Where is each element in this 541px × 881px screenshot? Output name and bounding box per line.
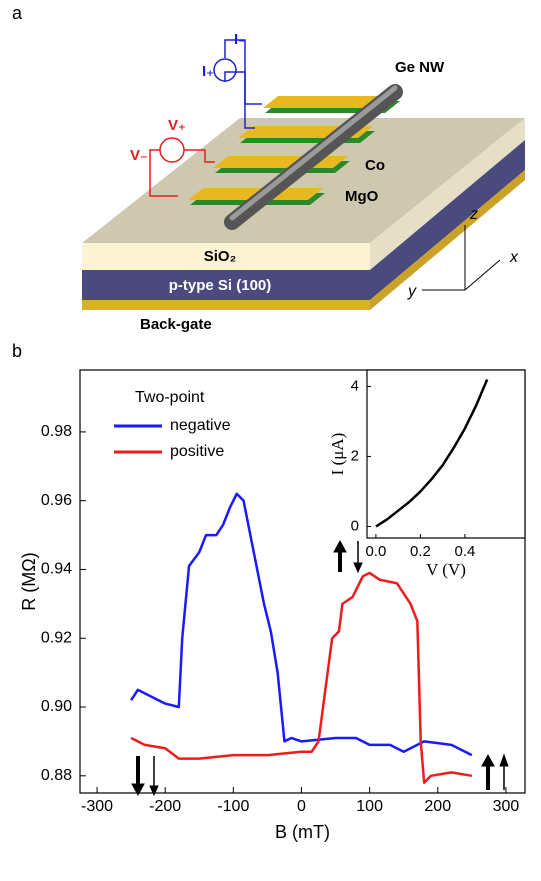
y-tick-label: 2	[351, 447, 359, 464]
x-tick-label: -300	[81, 798, 113, 815]
legend-label: positive	[170, 443, 224, 460]
y-tick-label: 4	[351, 377, 359, 394]
inset-background	[367, 370, 525, 538]
gate-front	[82, 300, 370, 310]
y-tick-label: 0.92	[41, 629, 72, 646]
y-tick-label: 0	[351, 517, 359, 534]
axis-name: y	[407, 283, 417, 300]
y-axis-label: I (μA)	[328, 433, 347, 476]
label: I₊	[202, 63, 214, 80]
y-tick-label: 0.90	[41, 698, 72, 715]
axis-name: x	[509, 249, 519, 266]
plots: -300 -200 -100 0 100 200 300 0.88 0.90 0.92 0.94 0.…	[19, 370, 525, 842]
legend-title: Two-point	[135, 389, 205, 406]
label: p-type Si (100)	[169, 277, 272, 294]
x-tick-label: 0.2	[410, 543, 431, 560]
y-axis-label: R (MΩ)	[19, 552, 39, 610]
x-tick-label: 200	[424, 798, 451, 815]
label: Co	[365, 157, 385, 174]
panel-letter: b	[12, 341, 22, 361]
x-tick-label: 100	[356, 798, 383, 815]
x-axis-label: B (mT)	[275, 822, 330, 842]
x-tick-label: 0	[297, 798, 306, 815]
device-diagram	[82, 40, 525, 310]
y-tick-label: 0.96	[41, 492, 72, 509]
x-tick-label: -100	[217, 798, 249, 815]
axis-arrow	[465, 260, 500, 290]
x-tick-label: 300	[493, 798, 520, 815]
label: MgO	[345, 188, 379, 205]
x-axis-label: V (V)	[426, 560, 466, 579]
panel-letter: a	[12, 3, 23, 23]
label: Ge NW	[395, 59, 445, 76]
y-tick-label: 0.98	[41, 423, 72, 440]
x-tick-label: 0.4	[454, 543, 475, 560]
label: V₊	[168, 117, 186, 134]
label: Back-gate	[140, 316, 212, 333]
data-line	[131, 573, 472, 783]
x-tick-label: -200	[149, 798, 181, 815]
label: I₋	[234, 31, 246, 48]
figure: a Ge	[0, 0, 541, 881]
current-circuit	[214, 40, 262, 128]
y-tick-label: 0.88	[41, 767, 72, 784]
y-tick-label: 0.94	[41, 561, 72, 578]
label: SiO₂	[204, 248, 237, 265]
legend-label: negative	[170, 417, 231, 434]
x-tick-label: 0.0	[365, 543, 386, 560]
label: V₋	[130, 147, 148, 164]
axis-name: z	[469, 206, 478, 223]
